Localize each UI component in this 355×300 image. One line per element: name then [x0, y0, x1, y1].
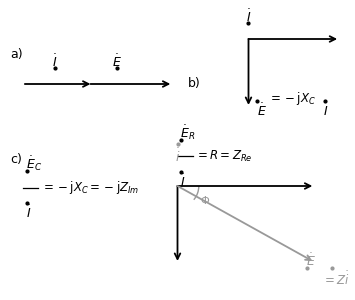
Text: $\mathit{\dot{E}}$: $\mathit{\dot{E}}$ [306, 253, 316, 269]
Text: $\mathit{\dot{i}}$: $\mathit{\dot{i}}$ [175, 147, 180, 164]
Text: $\mathit{\dot{E}}$: $\mathit{\dot{E}}$ [112, 53, 122, 70]
Text: $= Z\mathit{\dot{i}}$: $= Z\mathit{\dot{i}}$ [322, 270, 350, 288]
Text: $\mathit{\dot{I}}$: $\mathit{\dot{I}}$ [52, 53, 58, 70]
Text: $= -\mathrm{j}X_C$: $= -\mathrm{j}X_C$ [268, 90, 316, 106]
Text: c): c) [11, 152, 22, 166]
Text: $\mathit{\dot{I}}$: $\mathit{\dot{I}}$ [246, 8, 251, 25]
Text: $\mathit{\dot{E}}_C$: $\mathit{\dot{E}}_C$ [26, 154, 42, 173]
Text: b): b) [188, 77, 201, 91]
Text: $\mathit{\dot{I}}$: $\mathit{\dot{I}}$ [323, 102, 328, 119]
Text: $\mathit{\dot{I}}$: $\mathit{\dot{I}}$ [26, 205, 31, 221]
Text: a): a) [11, 47, 23, 61]
Text: $\mathit{\dot{E}}_R$: $\mathit{\dot{E}}_R$ [180, 123, 196, 142]
Text: $\Phi$: $\Phi$ [200, 194, 210, 206]
Text: $\mathit{\dot{E}}$: $\mathit{\dot{E}}$ [257, 102, 267, 119]
Text: $= R = Z_{Re}$: $= R = Z_{Re}$ [195, 148, 253, 164]
Text: $\mathit{\dot{I}}$: $\mathit{\dot{I}}$ [180, 173, 186, 190]
Text: $= -\mathrm{j}X_C = -\mathrm{j}Z_{Im}$: $= -\mathrm{j}X_C = -\mathrm{j}Z_{Im}$ [41, 179, 139, 196]
